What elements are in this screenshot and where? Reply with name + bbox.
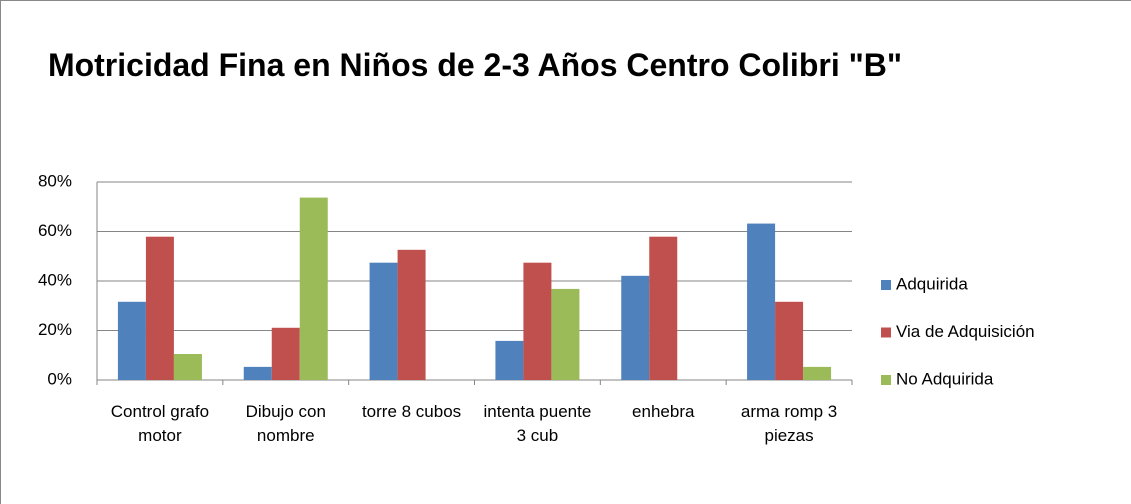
bar xyxy=(621,275,650,380)
bar xyxy=(747,223,776,380)
bar xyxy=(551,288,580,380)
legend-swatch xyxy=(881,375,891,385)
legend-label: No Adquirida xyxy=(896,369,994,388)
y-tick-label: 20% xyxy=(38,320,72,339)
bar xyxy=(173,354,202,380)
legend-swatch xyxy=(881,280,891,290)
x-tick-label: enhebra xyxy=(632,402,695,421)
bar xyxy=(495,340,524,380)
bar xyxy=(369,262,398,380)
bar xyxy=(271,327,300,380)
bar xyxy=(299,197,328,380)
bar xyxy=(243,366,272,380)
y-tick-label: 60% xyxy=(38,221,72,240)
chart-title: Motricidad Fina en Niños de 2-3 Años Cen… xyxy=(47,47,903,83)
bar xyxy=(803,366,832,380)
x-tick-label: Control grafo motor xyxy=(110,402,210,445)
bar xyxy=(117,301,146,380)
bar xyxy=(649,236,678,380)
legend-label: Via de Adquisición xyxy=(896,322,1035,341)
bar xyxy=(775,301,804,380)
y-tick-label: 0% xyxy=(47,369,72,388)
x-tick-label: intenta puente 3 cub xyxy=(483,402,592,445)
y-tick-label: 40% xyxy=(38,270,72,289)
bar xyxy=(397,249,426,380)
legend-label: Adquirida xyxy=(896,274,968,293)
bar xyxy=(145,236,174,380)
x-tick-label: Dibujo con nombre xyxy=(245,402,326,445)
y-tick-label: 80% xyxy=(38,171,72,190)
bar xyxy=(523,262,552,380)
x-tick-label: torre 8 cubos xyxy=(361,402,462,421)
x-tick-label: arma romp 3 piezas xyxy=(740,402,838,445)
legend-swatch xyxy=(881,327,891,338)
